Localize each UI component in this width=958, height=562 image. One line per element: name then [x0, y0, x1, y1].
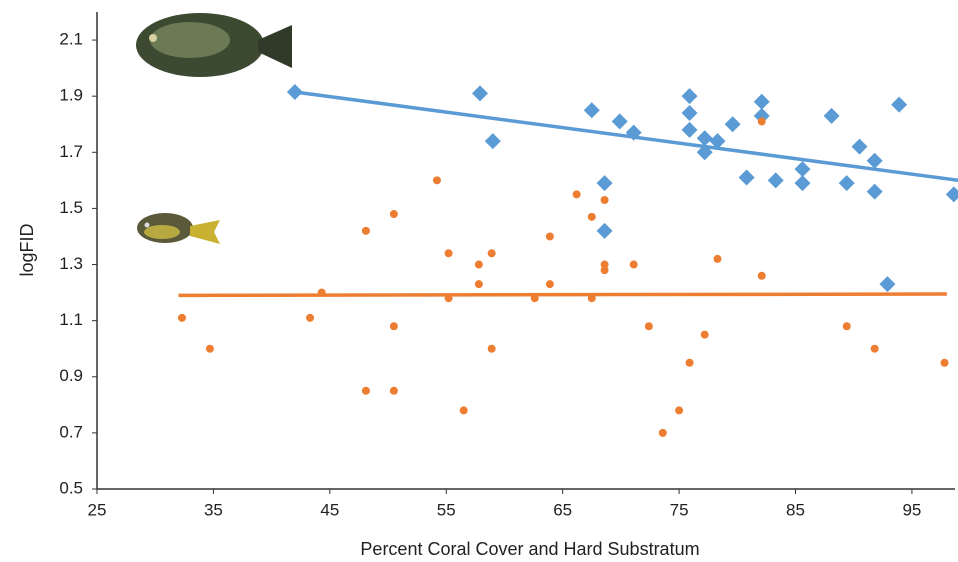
point: [487, 249, 496, 258]
point: [753, 107, 770, 124]
point: [444, 294, 453, 303]
y-tick-label: 1.3: [59, 254, 83, 273]
point: [940, 358, 949, 367]
point: [891, 96, 908, 113]
point: [675, 406, 684, 415]
point: [474, 260, 483, 269]
point: [484, 133, 501, 150]
point: [205, 344, 214, 353]
point: [945, 186, 958, 203]
point: [629, 260, 638, 269]
point: [625, 124, 642, 141]
point: [487, 344, 496, 353]
point: [596, 222, 613, 239]
point: [389, 210, 398, 219]
x-axis-title: Percent Coral Cover and Hard Substratum: [360, 539, 699, 559]
point: [472, 85, 489, 102]
point: [696, 130, 713, 147]
point: [306, 313, 315, 322]
point: [681, 88, 698, 105]
point: [767, 172, 784, 189]
point: [757, 271, 766, 280]
point: [738, 169, 755, 186]
x-tick-label: 85: [786, 500, 805, 519]
point: [459, 406, 468, 415]
point: [444, 249, 453, 258]
x-tick-label: 25: [88, 500, 107, 519]
point: [389, 322, 398, 331]
point: [685, 358, 694, 367]
point: [286, 83, 303, 100]
point: [177, 313, 186, 322]
point: [879, 276, 896, 293]
y-tick-label: 1.5: [59, 198, 83, 217]
point: [600, 266, 609, 275]
x-tick-label: 65: [553, 500, 572, 519]
fish-large: [136, 13, 292, 77]
y-tick-label: 1.7: [59, 142, 83, 161]
x-tick-label: 95: [902, 500, 921, 519]
point: [644, 322, 653, 331]
x-tick-label: 55: [437, 500, 456, 519]
y-axis-title: logFID: [17, 223, 37, 276]
point: [724, 116, 741, 133]
point: [700, 330, 709, 339]
point: [658, 428, 667, 437]
point: [866, 152, 883, 169]
y-tick-label: 0.9: [59, 366, 83, 385]
point: [361, 226, 370, 235]
x-tick-label: 75: [670, 500, 689, 519]
point: [681, 121, 698, 138]
point: [596, 175, 613, 192]
point: [545, 280, 554, 289]
point: [823, 107, 840, 124]
point: [600, 260, 609, 269]
trend-line: [178, 292, 947, 298]
point: [572, 190, 581, 199]
point: [361, 386, 370, 395]
y-tick-label: 2.1: [59, 30, 83, 49]
point: [842, 322, 851, 331]
point: [681, 105, 698, 122]
point: [600, 195, 609, 204]
point: [545, 232, 554, 241]
point: [587, 294, 596, 303]
point: [713, 254, 722, 263]
point: [583, 102, 600, 119]
point: [474, 280, 483, 289]
point: [757, 117, 766, 126]
point: [851, 138, 868, 155]
point: [794, 161, 811, 178]
point: [866, 183, 883, 200]
x-tick-label: 35: [204, 500, 223, 519]
point: [794, 175, 811, 192]
fish-small: [137, 213, 220, 244]
y-tick-label: 0.7: [59, 422, 83, 441]
point: [709, 133, 726, 150]
point: [432, 176, 441, 185]
point: [838, 175, 855, 192]
y-tick-label: 1.9: [59, 86, 83, 105]
point: [389, 386, 398, 395]
y-tick-label: 0.5: [59, 478, 83, 497]
point: [696, 144, 713, 161]
point: [530, 294, 539, 303]
point: [611, 113, 628, 130]
y-tick-label: 1.1: [59, 310, 83, 329]
trend-line: [294, 90, 958, 183]
point: [870, 344, 879, 353]
x-tick-label: 45: [320, 500, 339, 519]
point: [587, 212, 596, 221]
point: [753, 93, 770, 110]
point: [317, 288, 326, 297]
